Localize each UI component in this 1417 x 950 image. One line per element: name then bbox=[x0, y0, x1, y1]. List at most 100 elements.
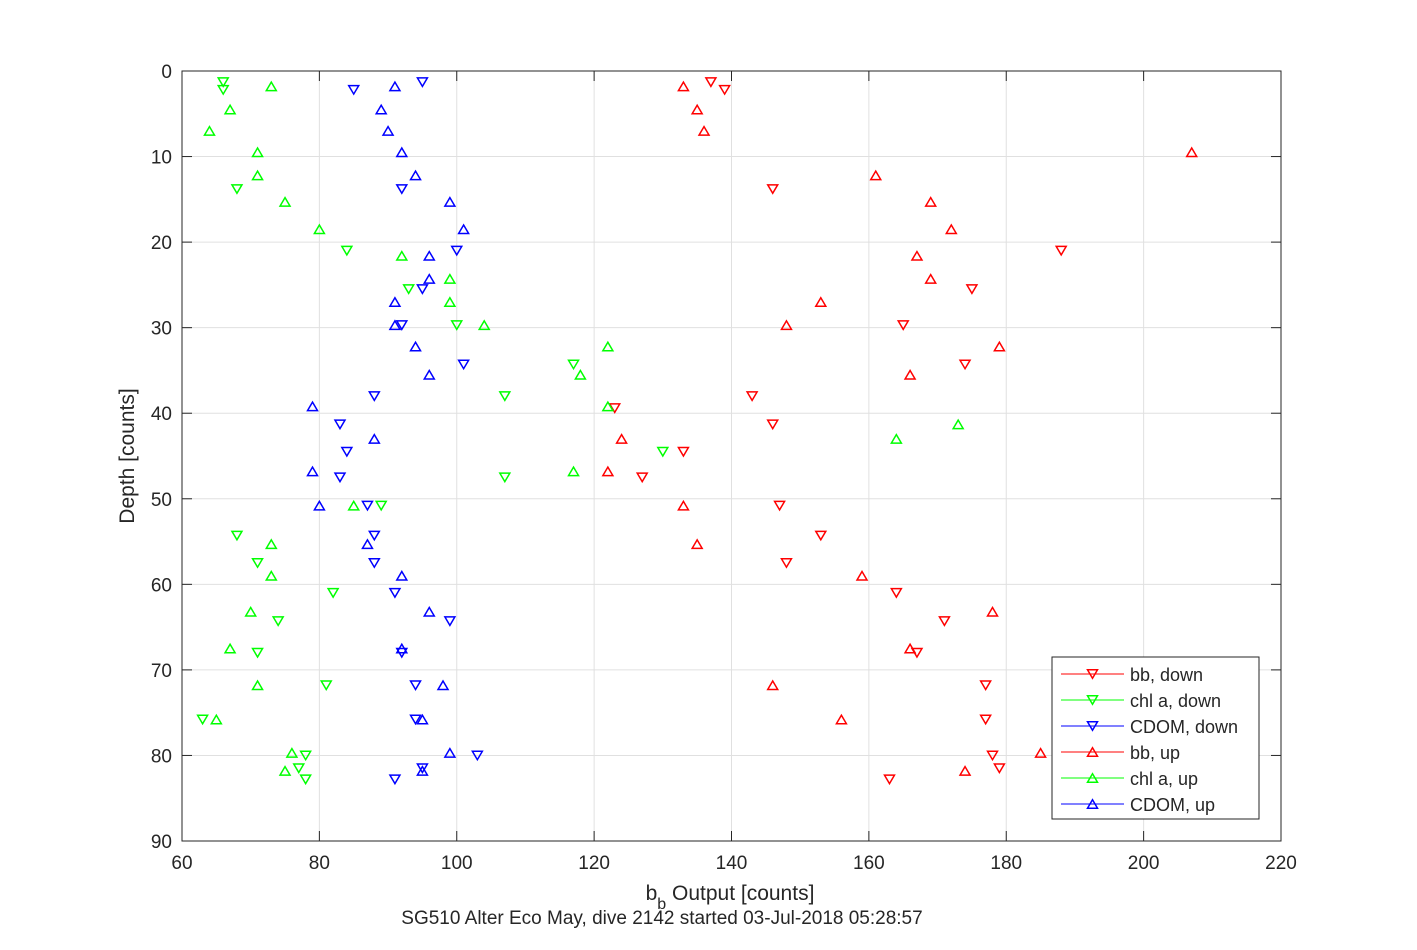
data-point bbox=[944, 223, 958, 235]
data-point bbox=[766, 419, 780, 431]
data-point bbox=[299, 774, 312, 786]
data-point bbox=[306, 400, 319, 412]
data-point bbox=[230, 530, 244, 542]
data-point bbox=[264, 570, 278, 581]
data-point bbox=[313, 499, 326, 511]
legend-entry: chl a, down bbox=[1061, 691, 1221, 711]
data-point bbox=[697, 125, 711, 136]
x-tick-label: 220 bbox=[1265, 853, 1297, 874]
data-point bbox=[368, 433, 381, 444]
series-cdom-down bbox=[333, 77, 484, 786]
data-point bbox=[264, 80, 278, 92]
data-point bbox=[388, 774, 402, 786]
data-point bbox=[457, 223, 470, 235]
data-point bbox=[347, 84, 361, 96]
data-point bbox=[402, 284, 415, 295]
data-point bbox=[773, 500, 786, 512]
x-tick-label: 60 bbox=[171, 853, 192, 874]
data-point bbox=[780, 319, 793, 331]
data-point bbox=[422, 250, 436, 261]
legend-label: CDOM, down bbox=[1130, 717, 1238, 737]
data-point bbox=[422, 368, 436, 380]
data-point bbox=[395, 320, 409, 331]
data-point bbox=[498, 472, 512, 484]
legend-label: CDOM, up bbox=[1130, 795, 1215, 815]
data-point bbox=[477, 319, 491, 331]
y-tick-label: 60 bbox=[151, 575, 172, 596]
data-point bbox=[216, 84, 230, 96]
data-point bbox=[567, 359, 580, 371]
y-axis-ticks: 0 10 20 30 40 50 60 70 80 90 bbox=[151, 62, 1281, 853]
data-point bbox=[993, 763, 1006, 775]
data-point bbox=[979, 680, 992, 692]
data-point bbox=[210, 713, 223, 725]
data-point bbox=[704, 77, 718, 88]
data-point bbox=[223, 103, 237, 115]
data-point bbox=[1185, 146, 1199, 158]
x-axis-label: bb Output [counts] bbox=[646, 882, 815, 913]
data-point bbox=[780, 557, 793, 569]
data-point bbox=[951, 418, 965, 430]
legend-marker bbox=[1086, 746, 1099, 757]
legend: bb, down chl a, down CDOM, down bb, up chl a… bbox=[1051, 656, 1260, 820]
data-point bbox=[395, 570, 409, 581]
legend-marker bbox=[1086, 695, 1099, 706]
data-point bbox=[910, 250, 924, 261]
data-point bbox=[635, 472, 649, 484]
data-point bbox=[890, 433, 903, 444]
data-point bbox=[443, 747, 457, 758]
data-point bbox=[443, 616, 457, 627]
data-point bbox=[958, 359, 972, 371]
data-point bbox=[601, 340, 615, 352]
data-point bbox=[244, 605, 257, 617]
x-tick-label: 120 bbox=[578, 853, 610, 874]
data-point bbox=[896, 320, 910, 331]
data-point bbox=[416, 77, 429, 88]
data-point bbox=[416, 713, 429, 725]
data-point bbox=[450, 320, 464, 331]
data-point bbox=[251, 169, 264, 181]
data-point bbox=[766, 184, 780, 195]
data-point bbox=[319, 680, 333, 692]
data-point bbox=[388, 80, 402, 92]
x-axis-label-subscript: b bbox=[657, 896, 666, 913]
data-point bbox=[409, 340, 422, 352]
data-point bbox=[409, 714, 422, 726]
data-point bbox=[986, 605, 999, 617]
legend-label: chl a, down bbox=[1130, 691, 1221, 711]
x-axis-ticks: 60 80 100 120 140 160 180 200 220 bbox=[171, 71, 1297, 874]
data-point bbox=[340, 446, 354, 458]
data-point bbox=[395, 184, 409, 195]
data-point bbox=[216, 77, 230, 88]
data-point bbox=[677, 499, 690, 511]
data-point bbox=[422, 605, 436, 617]
data-point bbox=[230, 184, 244, 195]
data-point bbox=[381, 125, 395, 136]
data-point bbox=[986, 750, 999, 762]
data-point bbox=[656, 446, 670, 458]
data-points bbox=[196, 77, 1199, 786]
data-point bbox=[285, 747, 299, 758]
x-tick-label: 140 bbox=[716, 853, 748, 874]
data-point bbox=[395, 250, 409, 261]
data-point bbox=[313, 223, 326, 235]
data-point bbox=[340, 245, 354, 257]
y-tick-label: 0 bbox=[161, 62, 172, 83]
y-tick-label: 50 bbox=[151, 490, 172, 511]
data-point bbox=[903, 368, 917, 380]
data-point bbox=[326, 587, 340, 599]
x-tick-label: 80 bbox=[309, 853, 330, 874]
data-point bbox=[264, 538, 278, 550]
data-point bbox=[718, 84, 731, 96]
data-point bbox=[333, 419, 347, 431]
data-point bbox=[436, 679, 450, 691]
series-chl-a-down bbox=[196, 77, 670, 786]
x-tick-label: 160 bbox=[853, 853, 885, 874]
data-point bbox=[395, 146, 409, 158]
data-point bbox=[924, 196, 938, 207]
y-tick-label: 40 bbox=[151, 404, 172, 425]
y-tick-label: 10 bbox=[151, 148, 172, 169]
data-point bbox=[203, 125, 216, 136]
data-point bbox=[615, 433, 628, 444]
data-point bbox=[388, 319, 402, 331]
